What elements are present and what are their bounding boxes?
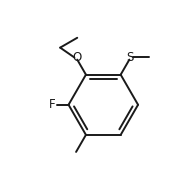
Text: S: S [126, 51, 133, 64]
Text: O: O [72, 51, 82, 64]
Text: F: F [49, 98, 55, 111]
